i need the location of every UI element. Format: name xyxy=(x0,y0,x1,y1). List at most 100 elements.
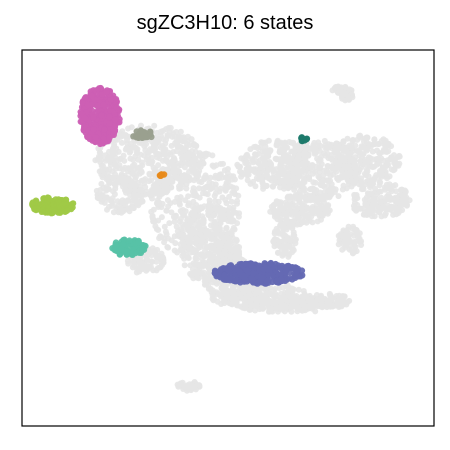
background-cell-point xyxy=(150,218,157,225)
background-cell-point xyxy=(366,141,373,148)
background-cell-point xyxy=(396,153,403,160)
background-cell-point xyxy=(157,128,164,135)
background-cell-point xyxy=(391,156,398,163)
background-cell-point xyxy=(229,295,235,302)
background-cell-point xyxy=(309,145,316,152)
background-cell-point xyxy=(274,138,281,145)
background-cell-point xyxy=(377,150,384,157)
background-cell-point xyxy=(236,256,243,262)
background-cell-point xyxy=(155,185,162,192)
background-cell-point xyxy=(156,235,163,242)
background-cell-point xyxy=(351,161,358,168)
background-cell-point xyxy=(218,231,225,238)
background-cell-point xyxy=(294,168,301,175)
background-cell-point xyxy=(182,197,189,204)
background-cell-point xyxy=(267,147,273,154)
state-5-point xyxy=(126,237,133,244)
background-cell-point xyxy=(252,183,259,190)
background-cell-point xyxy=(279,146,286,153)
background-cell-point xyxy=(136,139,143,146)
background-cell-point xyxy=(170,161,177,168)
background-cell-point xyxy=(227,183,234,190)
background-cell-point xyxy=(225,242,232,249)
background-cell-point xyxy=(361,138,367,145)
background-cell-point xyxy=(201,274,208,281)
background-cell-point xyxy=(110,174,117,181)
background-cell-point xyxy=(271,230,278,237)
background-cell-point xyxy=(298,205,305,212)
background-cell-point xyxy=(196,161,203,168)
background-cell-point xyxy=(372,141,379,148)
background-cell-point xyxy=(399,186,406,193)
background-cell-point xyxy=(164,166,171,173)
background-cell-point xyxy=(188,272,195,279)
background-cell-point xyxy=(352,142,359,149)
background-cell-point xyxy=(316,158,322,165)
background-cell-point xyxy=(173,223,180,230)
background-cell-point xyxy=(122,133,129,140)
background-cell-point xyxy=(391,152,397,159)
background-cell-point xyxy=(103,186,110,193)
background-cell-point xyxy=(195,217,201,224)
background-cell-point xyxy=(327,172,334,179)
background-cell-point xyxy=(286,154,293,161)
background-cell-point xyxy=(359,185,366,192)
background-cell-point xyxy=(359,144,366,151)
state-1-point xyxy=(88,92,96,100)
state-6-point xyxy=(292,272,299,280)
background-cell-point xyxy=(385,148,392,155)
background-cell-point xyxy=(310,179,317,186)
background-cell-point xyxy=(182,208,189,215)
background-cell-point xyxy=(156,264,163,271)
background-cell-point xyxy=(342,244,349,251)
background-cell-point xyxy=(307,186,314,193)
background-cell-point xyxy=(340,182,347,189)
state-6-point xyxy=(267,259,275,267)
background-cell-point xyxy=(188,165,195,172)
background-cell-point xyxy=(172,214,179,221)
background-cell-point xyxy=(288,308,295,315)
background-cell-point xyxy=(165,244,172,251)
background-cell-point xyxy=(188,136,195,143)
background-cell-point xyxy=(260,169,267,176)
state-2-point xyxy=(133,134,140,141)
state-5-point xyxy=(121,236,128,243)
background-cell-point xyxy=(214,298,221,305)
background-cell-point xyxy=(316,200,323,206)
background-cell-point xyxy=(144,266,151,273)
background-cell-point xyxy=(358,242,365,248)
background-cell-point xyxy=(390,196,397,203)
background-cell-point xyxy=(328,296,335,303)
background-cell-point xyxy=(302,151,309,157)
background-cell-point xyxy=(207,174,214,181)
background-cell-point xyxy=(285,286,292,292)
background-cell-point xyxy=(258,174,265,181)
background-cell-point xyxy=(339,92,345,99)
background-cell-point xyxy=(193,253,200,260)
background-cell-point xyxy=(236,164,243,170)
background-cell-point xyxy=(403,194,410,201)
background-cell-point xyxy=(187,151,194,158)
background-cell-point xyxy=(148,177,155,184)
background-cell-point xyxy=(241,305,248,312)
state-clusters xyxy=(29,84,311,287)
background-cell-point xyxy=(287,198,294,205)
background-cell-point xyxy=(192,247,199,254)
background-cell-point xyxy=(252,151,259,158)
background-cell-point xyxy=(356,230,363,237)
background-cell-point xyxy=(344,226,351,233)
background-cell-point xyxy=(273,199,280,206)
background-cell-point xyxy=(189,157,196,164)
state-6-point xyxy=(277,271,284,278)
background-cell-point xyxy=(328,185,334,192)
background-cell-point xyxy=(177,150,184,157)
background-cell-point xyxy=(349,156,356,163)
background-cell-point xyxy=(290,218,297,225)
background-cell-point xyxy=(262,148,268,155)
background-cell-point xyxy=(235,290,242,297)
background-cell-point xyxy=(295,152,302,159)
background-cell-point xyxy=(99,192,106,199)
background-cell-point xyxy=(380,157,387,164)
background-cell-point xyxy=(138,122,144,129)
background-cell-point xyxy=(154,154,160,161)
